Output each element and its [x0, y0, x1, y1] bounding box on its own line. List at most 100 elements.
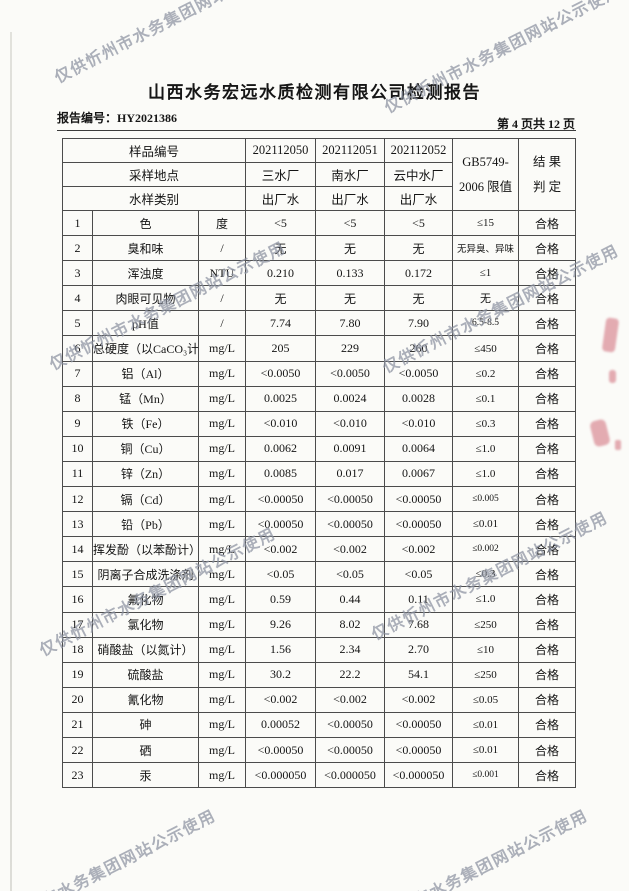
value-sample-2: 2.34: [315, 636, 386, 663]
result-judgement-value: 合格: [518, 235, 577, 262]
parameter-row: 14 挥发酚（以苯酚计） mg/L <0.002 <0.002 <0.002 ≤0.002 合…: [62, 536, 577, 563]
value-sample-2: <0.010: [315, 410, 386, 437]
value-sample-1: <0.002: [245, 536, 317, 563]
row-number: 17: [62, 611, 93, 638]
value-sample-3: <0.00050: [384, 511, 454, 538]
value-sample-3: <0.05: [384, 561, 454, 588]
value-sample-2: 无: [315, 285, 386, 312]
value-sample-3: <0.002: [384, 536, 454, 563]
value-sample-2: 0.017: [315, 460, 386, 488]
parameter-name: 铝（Al）: [92, 360, 199, 387]
parameter-name: 挥发酚（以苯酚计）: [92, 536, 199, 563]
value-sample-1: <0.0050: [245, 360, 317, 387]
value-sample-2: <0.002: [315, 536, 386, 563]
parameter-row: 1 色度 <5 <5 <5 ≤15 合格: [62, 209, 577, 237]
value-sample-3: 0.11: [384, 586, 454, 613]
parameter-unit: mg/L: [197, 686, 247, 713]
parameter-name: 色: [92, 209, 199, 237]
sample-id-2: 202112051: [315, 138, 386, 163]
value-sample-1: 0.0085: [245, 460, 317, 488]
value-sample-2: <0.0050: [315, 360, 386, 387]
value-sample-3: <5: [384, 209, 454, 237]
parameter-row: 4 肉眼可见物 / 无无无无合格: [62, 285, 577, 312]
parameter-unit: mg/L: [197, 511, 247, 538]
standard-limit-value: 无: [452, 285, 520, 312]
parameter-unit: mg/L: [197, 661, 247, 688]
value-sample-1: 30.2: [245, 661, 317, 688]
standard-limit-value: ≤0.1: [452, 385, 520, 412]
value-sample-1: <0.00050: [245, 486, 317, 513]
red-ink-mark: [589, 418, 611, 448]
value-sample-2: <0.00050: [315, 711, 386, 738]
parameter-unit: /: [197, 285, 247, 312]
value-sample-1: 0.0062: [245, 435, 317, 462]
parameter-unit: mg/L: [197, 410, 247, 437]
row-number: 2: [62, 235, 93, 262]
value-sample-3: 7.68: [384, 611, 454, 638]
report-number-value: HY2021386: [117, 111, 178, 125]
result-judgement-value: 合格: [518, 762, 577, 789]
parameter-unit: mg/L: [197, 486, 247, 513]
header-standard-limit: GB5749- 2006 限值: [452, 138, 520, 211]
parameter-row: 12 镉（Cd） mg/L <0.00050 <0.00050 <0.00050 ≤0.00…: [62, 486, 577, 513]
red-ink-mark: [615, 440, 621, 450]
sampling-site-3: 云中水厂: [384, 162, 454, 187]
report-title: 山西水务宏远水质检测有限公司检测报告: [148, 83, 481, 102]
water-type-2: 出厂水: [315, 186, 386, 211]
row-number: 1: [62, 209, 93, 237]
parameter-name: 总硬度（以CaCO₃计）: [92, 335, 199, 362]
result-judgement-value: 合格: [518, 335, 577, 362]
result-judgement-value: 合格: [518, 209, 577, 237]
standard-limit-value: ≤0.2: [452, 360, 520, 387]
header-row-sample-id: 样品编号 202112050 202112051 202112052 GB574…: [61, 138, 577, 211]
value-sample-3: <0.000050: [384, 762, 454, 789]
parameter-row: 9 铁（Fe） mg/L <0.010 <0.010 <0.010 ≤0.3 合格: [62, 410, 577, 437]
parameter-name: pH值: [92, 310, 199, 337]
value-sample-2: <5: [315, 209, 386, 237]
standard-limit-value: ≤10: [452, 636, 520, 663]
row-number: 5: [62, 310, 93, 337]
parameter-row: 17 氯化物 mg/L 9.26 8.02 7.68 ≤250 合格: [62, 611, 577, 638]
value-sample-2: 0.0024: [315, 385, 386, 412]
value-sample-2: <0.00050: [315, 511, 386, 538]
standard-limit-value: ≤0.01: [452, 511, 520, 538]
parameter-unit: NTU: [197, 260, 247, 287]
standard-limit-value: ≤0.002: [452, 536, 520, 563]
parameter-name: 肉眼可见物: [92, 285, 199, 312]
parameter-name: 镉（Cd）: [92, 486, 199, 513]
parameter-row: 21 砷 mg/L 0.00052 <0.00050 <0.00050 ≤0.01 合格: [62, 711, 577, 738]
parameter-name: 铜（Cu）: [92, 435, 199, 462]
result-judgement-value: 合格: [518, 561, 577, 588]
value-sample-1: <0.010: [245, 410, 317, 437]
value-sample-3: <0.00050: [384, 486, 454, 513]
header-result-judgement: 结 果 判 定: [518, 138, 577, 211]
value-sample-2: <0.002: [315, 686, 386, 713]
value-sample-2: <0.00050: [315, 486, 386, 513]
row-number: 21: [62, 711, 93, 738]
row-number: 13: [62, 511, 93, 538]
row-number: 10: [62, 435, 93, 462]
parameter-row: 19 硫酸盐 mg/L 30.2 22.2 54.1 ≤250 合格: [62, 661, 577, 688]
parameter-row: 5 pH值/7.74 7.80 7.90 6.5-8.5 合格: [62, 310, 577, 337]
value-sample-1: <5: [245, 209, 317, 237]
value-sample-2: 22.2: [315, 661, 386, 688]
value-sample-3: <0.00050: [384, 736, 454, 764]
parameter-row: 10 铜（Cu） mg/L 0.0062 0.0091 0.0064 ≤1.0 合格: [62, 435, 577, 462]
standard-limit-line2: 2006 限值: [458, 180, 513, 194]
watermark-text: 仅供忻州市水务集团网站公示使用: [52, 0, 294, 87]
result-judgement-value: 合格: [518, 661, 577, 688]
report-number: 报告编号：HY2021386: [57, 109, 177, 126]
standard-limit-value: 无异臭、异味: [452, 235, 520, 262]
parameter-row: 2 臭和味 / 无无无无异臭、异味 合格: [62, 235, 577, 262]
parameter-unit: mg/L: [197, 360, 247, 387]
parameter-row: 7 铝（Al） mg/L <0.0050 <0.0050 <0.0050 ≤0.2 合格: [62, 360, 577, 387]
value-sample-2: 7.80: [315, 310, 386, 337]
standard-limit-value: ≤250: [452, 661, 520, 688]
sample-id-1: 202112050: [245, 138, 317, 163]
parameter-name: 铅（Pb）: [92, 511, 199, 538]
result-judgement-value: 合格: [518, 385, 577, 412]
value-sample-3: 2.70: [384, 636, 454, 663]
parameter-row: 15 阴离子合成洗涤剂 mg/L <0.05 <0.05 <0.05 ≤0.3 合格: [62, 561, 577, 588]
watermark-text: 仅供忻州市水务集团网站公示使用: [0, 807, 219, 891]
row-number: 12: [62, 486, 93, 513]
